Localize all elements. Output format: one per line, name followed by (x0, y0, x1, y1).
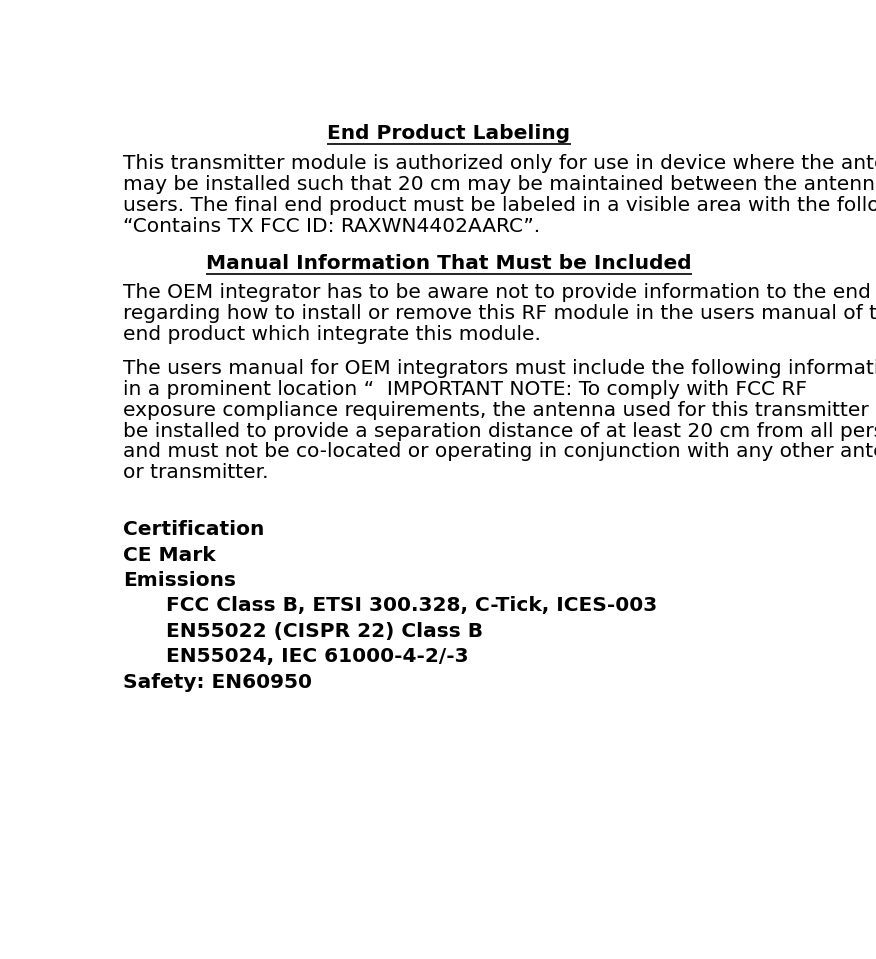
Text: EN55022 (CISPR 22) Class B: EN55022 (CISPR 22) Class B (166, 621, 483, 641)
Text: The OEM integrator has to be aware not to provide information to the end user: The OEM integrator has to be aware not t… (124, 283, 876, 302)
Text: EN55024, IEC 61000-4-2/-3: EN55024, IEC 61000-4-2/-3 (166, 647, 469, 667)
Text: Certification: Certification (124, 520, 265, 539)
Text: Emissions: Emissions (124, 571, 237, 590)
Text: This transmitter module is authorized only for use in device where the antenna: This transmitter module is authorized on… (124, 154, 876, 174)
Text: be installed to provide a separation distance of at least 20 cm from all persons: be installed to provide a separation dis… (124, 422, 876, 440)
Text: regarding how to install or remove this RF module in the users manual of the: regarding how to install or remove this … (124, 304, 876, 323)
Text: The users manual for OEM integrators must include the following information: The users manual for OEM integrators mus… (124, 360, 876, 378)
Text: CE Mark: CE Mark (124, 546, 216, 565)
Text: Manual Information That Must be Included: Manual Information That Must be Included (206, 254, 692, 273)
Text: “Contains TX FCC ID: RAXWN4402AARC”.: “Contains TX FCC ID: RAXWN4402AARC”. (124, 217, 540, 236)
Text: FCC Class B, ETSI 300.328, C-Tick, ICES-003: FCC Class B, ETSI 300.328, C-Tick, ICES-… (166, 596, 657, 616)
Text: and must not be co-located or operating in conjunction with any other antenna: and must not be co-located or operating … (124, 442, 876, 461)
Text: users. The final end product must be labeled in a visible area with the followin: users. The final end product must be lab… (124, 196, 876, 215)
Text: or transmitter.: or transmitter. (124, 463, 269, 482)
Text: End Product Labeling: End Product Labeling (328, 125, 570, 143)
Text: may be installed such that 20 cm may be maintained between the antenna and: may be installed such that 20 cm may be … (124, 175, 876, 194)
Text: end product which integrate this module.: end product which integrate this module. (124, 324, 541, 343)
Text: in a prominent location “  IMPORTANT NOTE: To comply with FCC RF: in a prominent location “ IMPORTANT NOTE… (124, 380, 808, 399)
Text: exposure compliance requirements, the antenna used for this transmitter must: exposure compliance requirements, the an… (124, 401, 876, 420)
Text: Safety: EN60950: Safety: EN60950 (124, 672, 313, 691)
